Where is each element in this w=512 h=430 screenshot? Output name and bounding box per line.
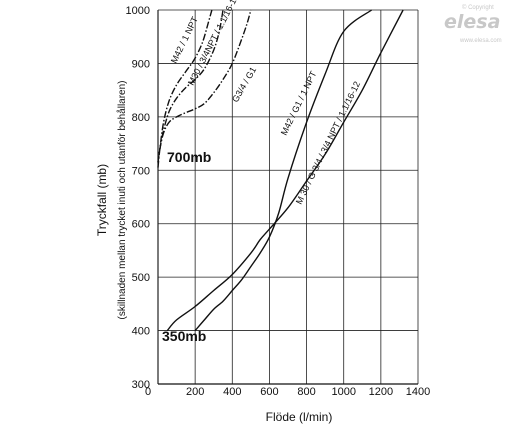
y-tick-label: 600 bbox=[132, 219, 150, 231]
watermark-url: www.elesa.com bbox=[459, 38, 502, 44]
x-tick-label: 0 bbox=[145, 386, 151, 398]
series-label-m42-g1-1-npt: M42 / G1 / 1 NPT bbox=[279, 69, 319, 137]
annotation-700mb: 700mb bbox=[167, 149, 211, 165]
x-tick-label: 1400 bbox=[406, 386, 430, 398]
watermark-logo: elesa bbox=[444, 11, 500, 33]
y-tick-label: 300 bbox=[132, 379, 150, 391]
y-tick-label: 1000 bbox=[126, 5, 150, 17]
series-line-g3-4-g1 bbox=[157, 9, 252, 163]
x-tick-label: 600 bbox=[260, 386, 278, 398]
y-axis-title: Tryckfall (mb) bbox=[95, 164, 109, 236]
series-line-m42-1-npt bbox=[157, 9, 213, 168]
series-line-m42-g1-1-npt bbox=[194, 9, 373, 332]
elesa-watermark: © Copyright elesa www.elesa.com bbox=[444, 4, 502, 44]
y-tick-label: 800 bbox=[132, 112, 150, 124]
series-label-g3-4-g1: G3/4 / G1 bbox=[230, 65, 258, 104]
x-tick-label: 200 bbox=[186, 386, 204, 398]
x-axis-title: Flöde (l/min) bbox=[266, 410, 333, 424]
y-tick-label: 500 bbox=[132, 272, 150, 284]
y-tick-label: 400 bbox=[132, 326, 150, 338]
x-tick-label: 800 bbox=[297, 386, 315, 398]
annotation-350mb: 350mb bbox=[162, 328, 206, 344]
chart-ticks: 0 200 400 600 800 1000 1200 1400 300 400 500 600 700… bbox=[126, 5, 431, 398]
y-tick-label: 700 bbox=[132, 165, 150, 177]
chart-grid bbox=[157, 9, 419, 385]
x-tick-label: 1200 bbox=[369, 386, 393, 398]
y-tick-label: 900 bbox=[132, 58, 150, 70]
watermark-copyright: © Copyright bbox=[462, 4, 494, 11]
x-tick-label: 1000 bbox=[331, 386, 355, 398]
y-axis-subtitle: (skillnaden mellan trycket inuti och uta… bbox=[116, 80, 128, 319]
chart-curves bbox=[157, 9, 404, 332]
x-tick-label: 400 bbox=[223, 386, 241, 398]
series-line-m-30-g-3-4-3-4-npt-1-1-16-12 bbox=[166, 9, 404, 332]
